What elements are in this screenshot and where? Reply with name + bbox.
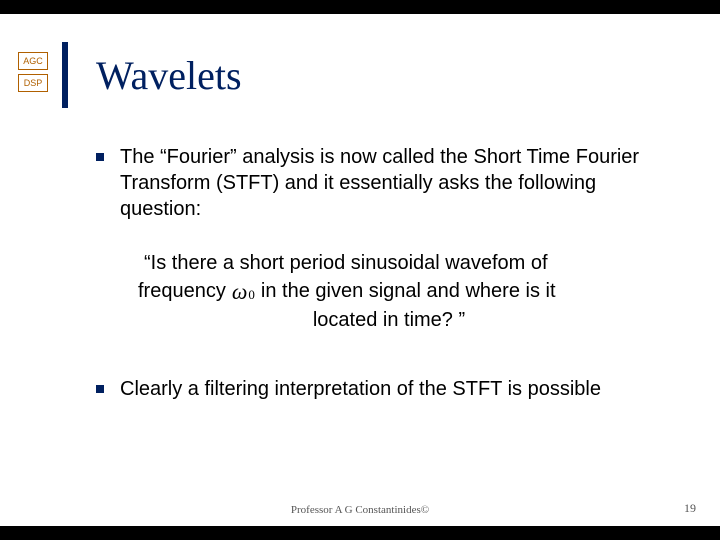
quote-line-2-post: in the given signal and where is it (261, 278, 556, 305)
slide-title: Wavelets (96, 52, 242, 99)
badge-dsp: DSP (18, 74, 48, 92)
quote-block: “Is there a short period sinusoidal wave… (132, 250, 646, 334)
quote-line-2-pre: frequency (138, 278, 226, 305)
quote-line-1: “Is there a short period sinusoidal wave… (132, 250, 646, 277)
bullet-text-2: Clearly a filtering interpretation of th… (120, 376, 601, 402)
bullet-text-1: The “Fourier” analysis is now called the… (120, 144, 656, 222)
quote-line-3: located in time? ” (132, 307, 646, 334)
quote-line-2: frequency ω0 in the given signal and whe… (132, 277, 646, 307)
bullet-item-2: Clearly a filtering interpretation of th… (96, 376, 656, 402)
omega-subscript: 0 (248, 286, 255, 304)
square-bullet-icon (96, 153, 104, 161)
page-number: 19 (684, 501, 696, 516)
body: The “Fourier” analysis is now called the… (96, 144, 656, 422)
footer-credit: Professor A G Constantinides© (0, 504, 720, 516)
badge-group: AGC DSP (18, 52, 48, 92)
bullet-item-1: The “Fourier” analysis is now called the… (96, 144, 656, 222)
omega-char: ω (232, 277, 248, 307)
omega-symbol: ω0 (232, 277, 255, 307)
badge-agc: AGC (18, 52, 48, 70)
title-rule: Wavelets (62, 42, 242, 108)
slide: AGC DSP Wavelets The “Fourier” analysis … (0, 14, 720, 526)
square-bullet-icon (96, 385, 104, 393)
